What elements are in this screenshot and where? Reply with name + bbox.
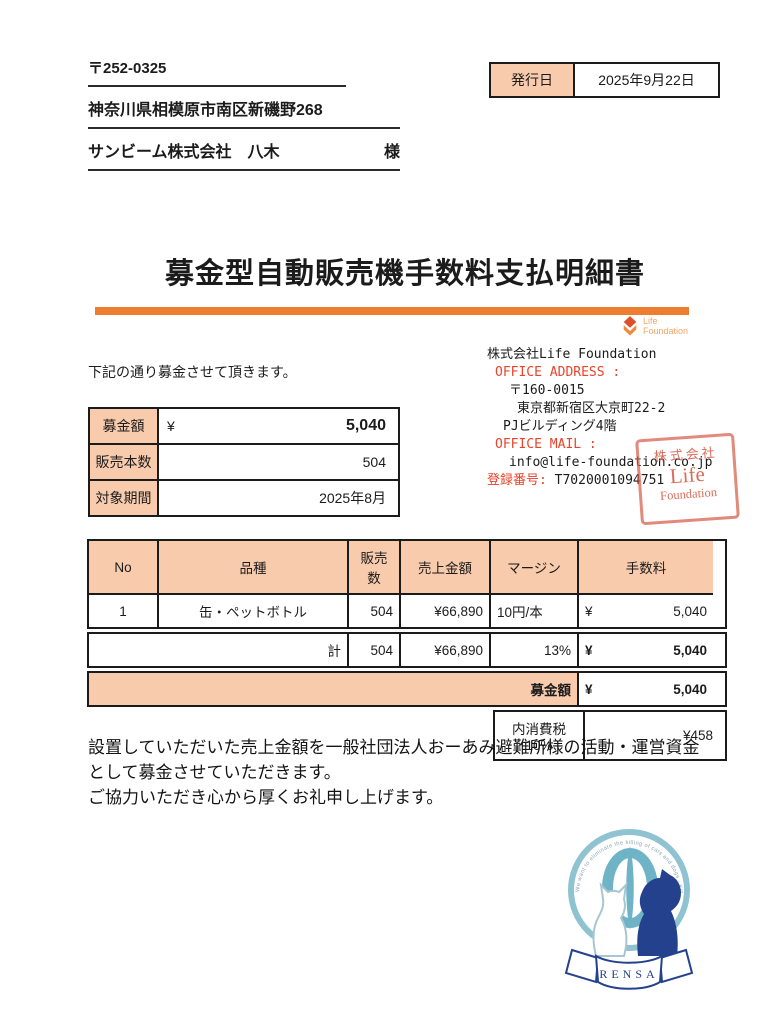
recipient-address: 神奈川県相模原市南区新磯野268: [88, 96, 400, 129]
life-foundation-logo-text: Life Foundation: [643, 316, 688, 336]
summary-value-donation: ¥ 5,040: [159, 409, 394, 443]
total-label: 計: [327, 644, 342, 659]
intro-text: 下記の通り募金させて頂きます。: [88, 364, 297, 380]
company-seal-stamp: 株式会社 Life Foundation: [635, 432, 740, 526]
logo-text-line2: Foundation: [643, 326, 689, 336]
company-postal-code: 〒160-0015: [509, 383, 585, 398]
life-foundation-logo-icon: [623, 316, 637, 336]
total-margin: 13%: [489, 634, 577, 666]
fee-detail-table: No 品種 販売数 売上金額 マージン 手数料 1 缶・ペットボトル 504 ¥…: [87, 539, 727, 761]
currency-symbol: ¥: [585, 681, 593, 697]
footer-line2: として募金させていただきます。: [88, 762, 341, 782]
recipient-name: サンビーム株式会社 八木: [88, 144, 280, 161]
total-fee: ¥ 5,040: [577, 634, 713, 666]
page-title: 募金型自動販売機手数料支払明細書: [164, 258, 645, 290]
donation-row-amount: 5,040: [673, 681, 707, 697]
registration-number-value: T7020001094751: [554, 473, 665, 488]
donation-row-fee: ¥ 5,040: [577, 673, 713, 705]
total-qty: 504: [347, 634, 399, 666]
rensa-ribbon: RENSA: [564, 948, 694, 990]
row1-sales: ¥66,890: [399, 595, 489, 627]
issue-date-value: 2025年9月22日: [598, 72, 695, 88]
logo-text-line1: Life: [643, 316, 658, 326]
detail-table-main-band: No 品種 販売数 売上金額 マージン 手数料 1 缶・ペットボトル 504 ¥…: [87, 539, 727, 629]
recipient-block: 〒252-0325 神奈川県相模原市南区新磯野268 サンビーム株式会社 八木 …: [88, 57, 400, 180]
row1-fee: ¥ 5,040: [577, 595, 713, 627]
row1-fee-amount: 5,040: [673, 603, 707, 619]
summary-label-units-sold: 販売本数: [90, 445, 159, 479]
company-address: 東京都新宿区大京町22-2: [517, 401, 666, 416]
row1-no: 1: [119, 603, 127, 619]
row1-margin: 10円/本: [489, 595, 577, 627]
detail-table-donation-band: 募金額 ¥ 5,040: [87, 671, 727, 707]
footer-line3: ご協力いただき心から厚くお礼申し上げます。: [88, 787, 444, 807]
detail-table-tax-band: 内消費税10% ¥458: [493, 710, 727, 761]
summary-label-donation: 募金額: [90, 409, 159, 443]
footer-line1: 設置していただいた売上金額を一般社団法人おーあみ避難所様の活動・運営資金: [88, 738, 700, 757]
total-fee-amount: 5,040: [673, 642, 707, 658]
company-email: info@life-foundation.co.jp: [509, 455, 713, 470]
total-sales: ¥66,890: [399, 634, 489, 666]
currency-symbol: ¥: [585, 642, 593, 658]
donation-summary-table: 募金額 ¥ 5,040 販売本数 504 対象期間 2025年8月: [88, 407, 400, 517]
office-mail-label: OFFICE MAIL :: [495, 437, 597, 452]
office-address-label: OFFICE ADDRESS :: [495, 365, 621, 380]
rensa-logo: We want to eliminate the killing of cats…: [548, 814, 694, 990]
table-row: 販売本数 504: [90, 445, 398, 481]
life-foundation-logo: Life Foundation: [621, 315, 688, 337]
issue-date-box: 発行日 2025年9月22日: [489, 62, 720, 98]
row1-qty: 504: [347, 595, 399, 627]
registration-number-label: 登録番号:: [487, 473, 547, 488]
summary-label-period: 対象期間: [90, 481, 159, 515]
company-building: PJビルディング4階: [503, 419, 617, 434]
currency-symbol: ¥: [167, 418, 175, 434]
cat-silhouette: [592, 882, 628, 957]
detail-table-total-band: 計 504 ¥66,890 13% ¥ 5,040: [87, 632, 727, 668]
column-header-sales: 売上金額: [399, 541, 489, 595]
column-header-no: No: [89, 541, 157, 595]
recipient-postal-code: 〒252-0325: [88, 57, 346, 87]
dog-silhouette: [637, 869, 681, 956]
donation-amount: 5,040: [345, 417, 386, 434]
row1-item: 缶・ペットボトル: [157, 595, 347, 627]
registration-number-row: 登録番号: T7020001094751: [487, 472, 713, 490]
column-header-fee: 手数料: [577, 541, 713, 595]
company-info-block: 株式会社Life Foundation OFFICE ADDRESS : 〒16…: [487, 346, 713, 490]
period-value: 2025年8月: [319, 490, 386, 506]
column-header-item: 品種: [157, 541, 347, 595]
recipient-honorific: 様: [383, 144, 400, 161]
column-header-margin: マージン: [489, 541, 577, 595]
table-row: 募金額 ¥ 5,040: [90, 409, 398, 445]
rensa-banner-text: RENSA: [599, 967, 658, 981]
column-header-qty: 販売数: [347, 541, 399, 595]
footer-note: 設置していただいた売上金額を一般社団法人おーあみ避難所様の活動・運営資金 として…: [88, 736, 700, 811]
tax-value: ¥458: [583, 712, 719, 759]
currency-symbol: ¥: [585, 603, 593, 619]
table-row: 対象期間 2025年8月: [90, 481, 398, 515]
donation-row-label: 募金額: [89, 673, 577, 705]
units-sold-value: 504: [362, 454, 386, 470]
company-name: 株式会社Life Foundation: [487, 347, 657, 362]
title-underline-bar: [95, 307, 689, 315]
issue-date-label: 発行日: [491, 64, 575, 96]
recipient-name-row: サンビーム株式会社 八木 様: [88, 138, 400, 171]
tax-label: 内消費税10%: [512, 722, 566, 753]
